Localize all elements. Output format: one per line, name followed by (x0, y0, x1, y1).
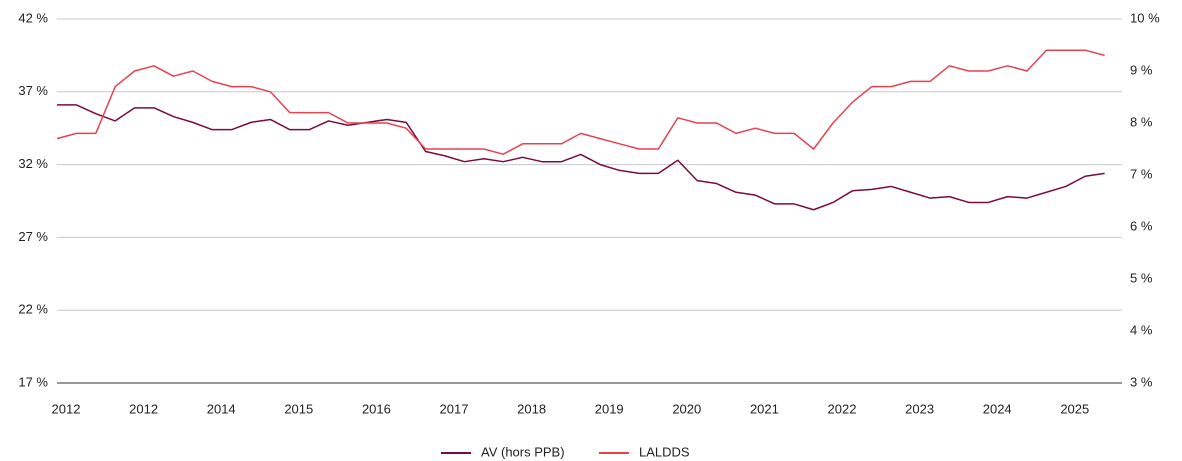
y-tick-label: 22 % (18, 302, 48, 317)
y2-tick-label: 7 % (1130, 166, 1153, 181)
y-tick-label: 32 % (18, 156, 48, 171)
x-tick-label: 2024 (983, 401, 1012, 416)
series-line (57, 104, 1105, 211)
legend-label: LALDDS (639, 444, 690, 459)
y2-tick-label: 9 % (1130, 62, 1153, 77)
x-tick-label: 2025 (1060, 401, 1089, 416)
x-tick-label: 2023 (905, 401, 934, 416)
x-tick-label: 2018 (517, 401, 546, 416)
y-tick-label: 27 % (18, 229, 48, 244)
x-tick-label: 2012 (129, 401, 158, 416)
y2-tick-label: 5 % (1130, 270, 1153, 285)
x-tick-label: 2022 (828, 401, 857, 416)
series-line (56, 49, 1105, 155)
x-tick-label: 2014 (207, 401, 236, 416)
y-tick-label: 42 % (18, 10, 48, 25)
x-tick-label: 2012 (52, 401, 81, 416)
y2-tick-label: 6 % (1130, 218, 1153, 233)
x-tick-label: 2015 (284, 401, 313, 416)
y2-tick-label: 4 % (1130, 322, 1153, 337)
y2-tick-label: 3 % (1130, 374, 1153, 389)
y-tick-label: 17 % (18, 374, 48, 389)
y2-tick-label: 8 % (1130, 114, 1153, 129)
y2-tick-label: 10 % (1130, 10, 1160, 25)
x-tick-label: 2021 (750, 401, 779, 416)
x-tick-label: 2019 (595, 401, 624, 416)
legend-label: AV (hors PPB) (481, 444, 565, 459)
y-tick-label: 37 % (18, 83, 48, 98)
x-tick-label: 2017 (440, 401, 469, 416)
x-tick-label: 2020 (672, 401, 701, 416)
x-tick-label: 2016 (362, 401, 391, 416)
